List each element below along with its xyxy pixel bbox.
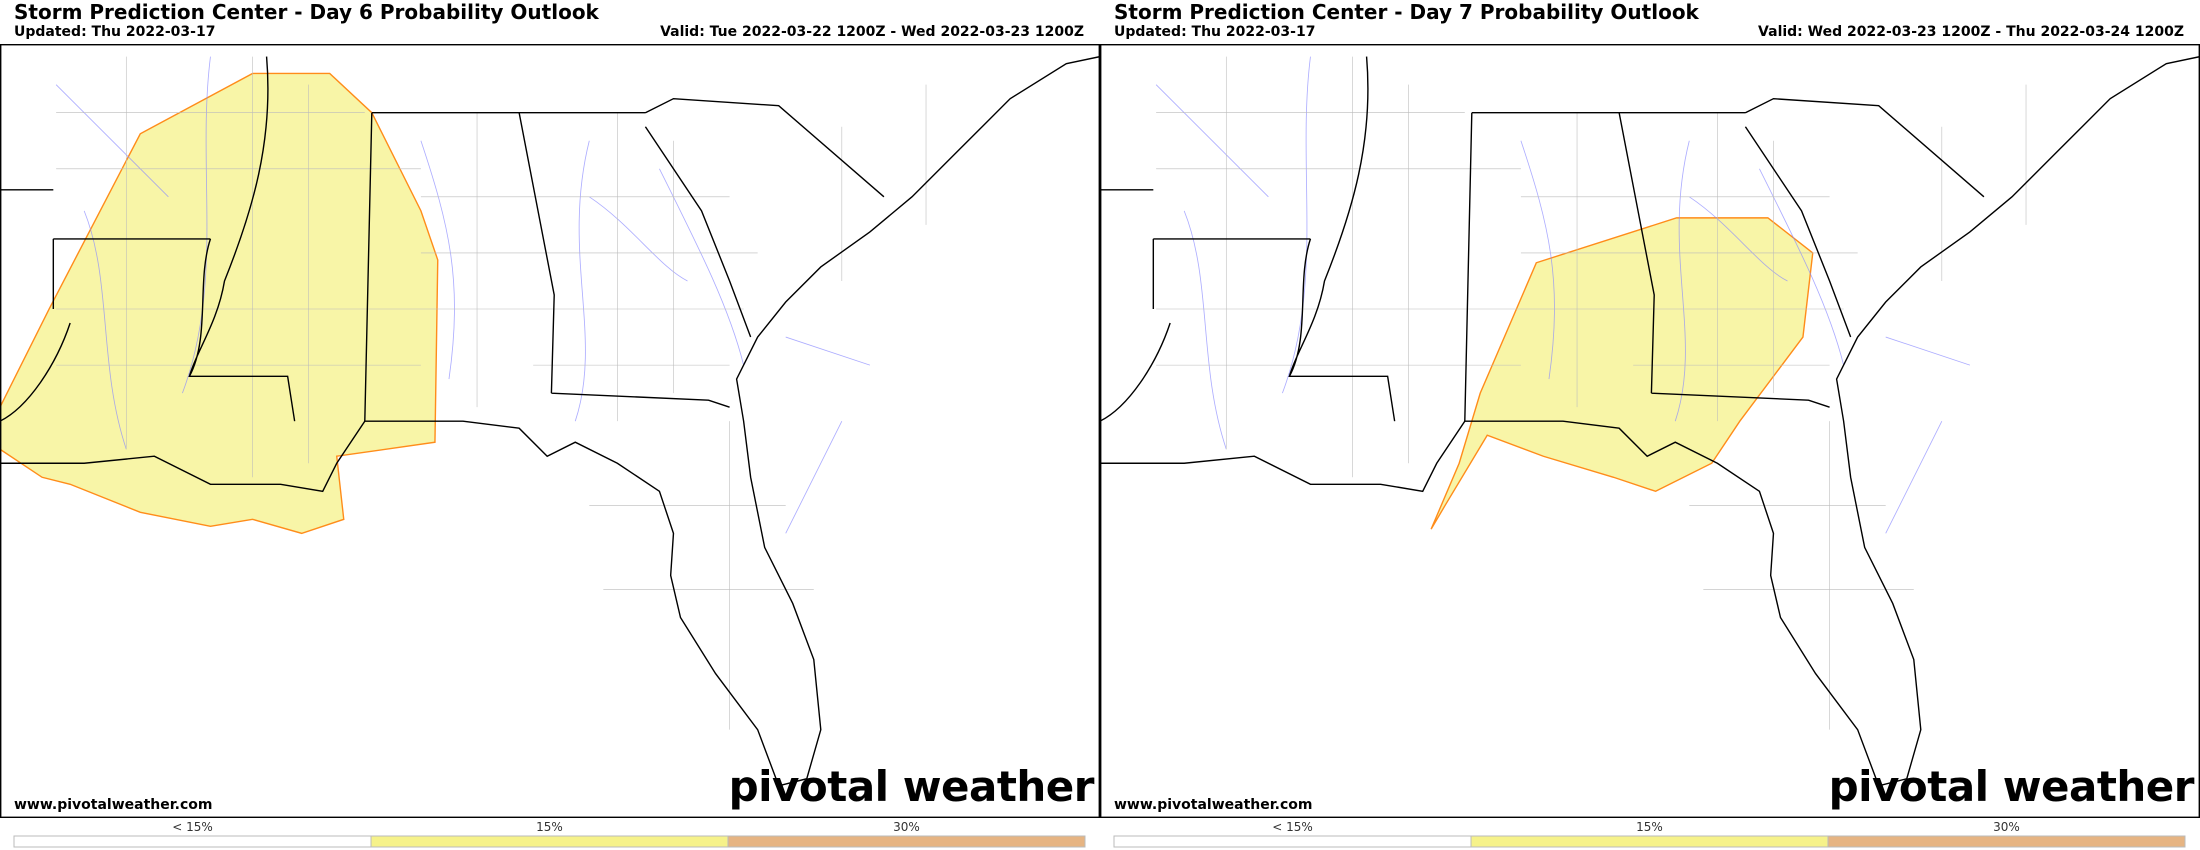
valid-time: Valid: Wed 2022-03-23 1200Z - Thu 2022-0… — [1758, 24, 2184, 40]
valid-time: Valid: Tue 2022-03-22 1200Z - Wed 2022-0… — [660, 24, 1084, 40]
legend-swatch — [1470, 835, 1829, 848]
panel: Storm Prediction Center - Day 7 Probabil… — [1100, 0, 2200, 850]
legend-swatch — [727, 835, 1086, 848]
watermark: pivotal weather — [1828, 762, 2195, 811]
map — [0, 44, 1100, 818]
legend-label: 30% — [893, 820, 920, 834]
source-url: www.pivotalweather.com — [1114, 797, 1313, 813]
panel-title: Storm Prediction Center - Day 7 Probabil… — [1114, 0, 1699, 24]
legend-label: < 15% — [172, 820, 213, 834]
updated: Updated: Thu 2022-03-17 — [1114, 24, 1316, 40]
panel: Storm Prediction Center - Day 6 Probabil… — [0, 0, 1100, 848]
legend-swatch — [1827, 835, 2186, 848]
legend-swatch — [370, 835, 729, 848]
colorbar: < 15% 15% 30% — [13, 820, 1086, 848]
legend-label: 15% — [536, 820, 563, 834]
map — [1100, 44, 2200, 818]
colorbar: < 15% 15% 30% — [1113, 820, 2186, 848]
source-url: www.pivotalweather.com — [14, 797, 213, 813]
watermark: pivotal weather — [728, 762, 1095, 811]
legend-label: 15% — [1636, 820, 1663, 834]
legend-swatch — [1113, 835, 1472, 848]
legend-label: < 15% — [1272, 820, 1313, 834]
legend-label: 30% — [1993, 820, 2020, 834]
legend-swatch — [13, 835, 372, 848]
panel-title: Storm Prediction Center - Day 6 Probabil… — [14, 0, 599, 24]
updated: Updated: Thu 2022-03-17 — [14, 24, 216, 40]
